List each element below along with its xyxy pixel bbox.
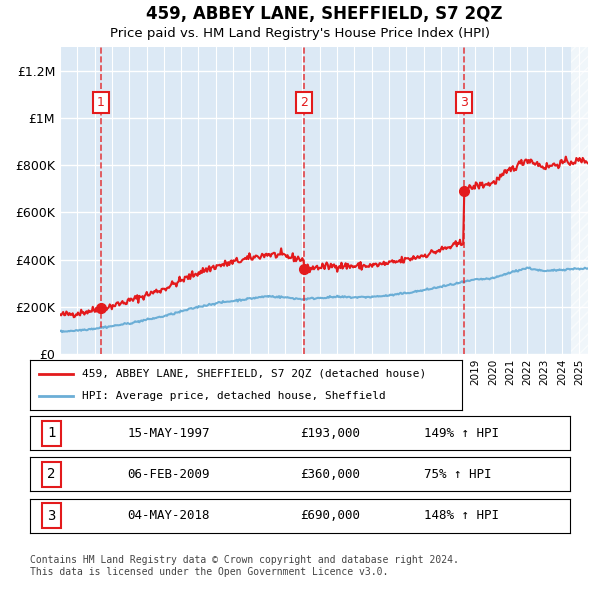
Text: £690,000: £690,000: [300, 509, 360, 522]
Text: 1: 1: [47, 426, 56, 440]
Text: 148% ↑ HPI: 148% ↑ HPI: [424, 509, 499, 522]
Text: 04-MAY-2018: 04-MAY-2018: [127, 509, 210, 522]
Text: 459, ABBEY LANE, SHEFFIELD, S7 2QZ (detached house): 459, ABBEY LANE, SHEFFIELD, S7 2QZ (deta…: [82, 369, 426, 379]
Text: 06-FEB-2009: 06-FEB-2009: [127, 468, 210, 481]
Title: 459, ABBEY LANE, SHEFFIELD, S7 2QZ: 459, ABBEY LANE, SHEFFIELD, S7 2QZ: [146, 5, 502, 24]
Text: 15-MAY-1997: 15-MAY-1997: [127, 427, 210, 440]
Text: £193,000: £193,000: [300, 427, 360, 440]
Text: 2: 2: [47, 467, 56, 481]
Text: HPI: Average price, detached house, Sheffield: HPI: Average price, detached house, Shef…: [82, 391, 386, 401]
Text: 1: 1: [97, 96, 105, 109]
Text: 3: 3: [47, 509, 56, 523]
Text: 149% ↑ HPI: 149% ↑ HPI: [424, 427, 499, 440]
Text: £360,000: £360,000: [300, 468, 360, 481]
Text: 2: 2: [300, 96, 308, 109]
Text: 75% ↑ HPI: 75% ↑ HPI: [424, 468, 492, 481]
Text: Price paid vs. HM Land Registry's House Price Index (HPI): Price paid vs. HM Land Registry's House …: [110, 27, 490, 40]
Text: 3: 3: [460, 96, 468, 109]
Text: Contains HM Land Registry data © Crown copyright and database right 2024.
This d: Contains HM Land Registry data © Crown c…: [30, 555, 459, 577]
Bar: [571, 47, 588, 354]
